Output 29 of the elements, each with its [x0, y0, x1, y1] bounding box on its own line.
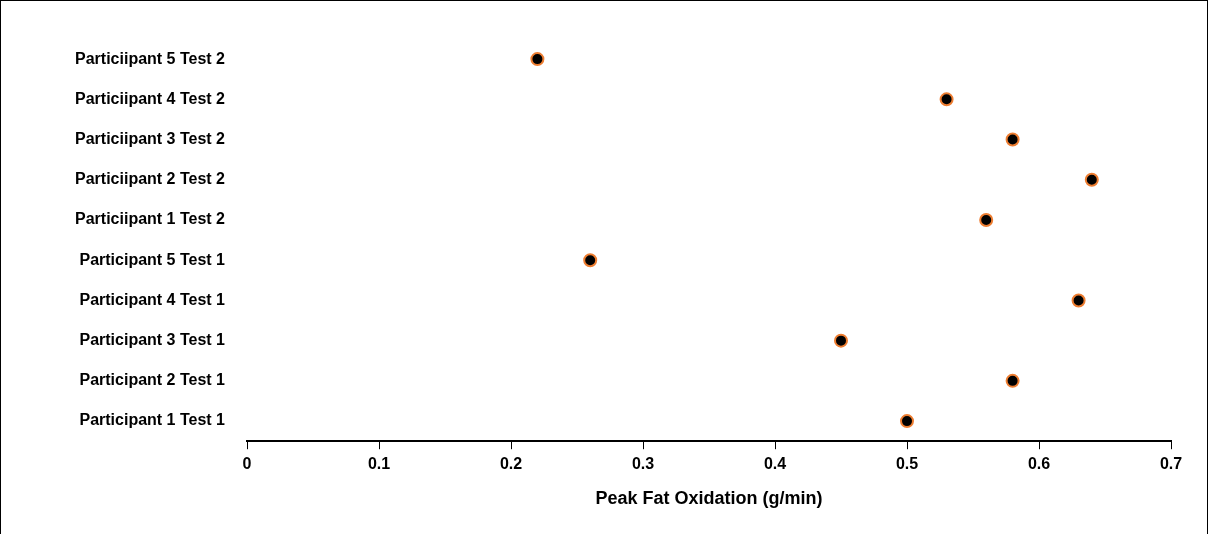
y-tick-label: Participant 1 Test 1	[79, 411, 226, 429]
point	[1005, 132, 1020, 147]
point	[979, 212, 994, 227]
y-tick-label: Participant 4 Test 1	[79, 290, 226, 308]
point	[1084, 172, 1099, 187]
y-tick-label: Particiipant 1 Test 2	[75, 210, 226, 228]
point	[939, 92, 954, 107]
x-tick-label: 0.3	[631, 455, 655, 473]
point	[900, 414, 914, 429]
y-tick-label: Participant 3 Test 1	[79, 331, 226, 349]
point	[1071, 293, 1086, 308]
point	[530, 52, 545, 67]
point	[1005, 373, 1020, 388]
point	[583, 253, 598, 268]
x-tick-label: 0.7	[1159, 455, 1183, 473]
x-tick-label: 0	[242, 455, 252, 473]
y-tick-label: Participant 5 Test 1	[79, 250, 226, 268]
x-axis-title: Peak Fat Oxidation (g/min)	[595, 488, 823, 509]
point	[834, 333, 848, 348]
y-tick-label: Particiipant 5 Test 2	[75, 49, 226, 67]
y-tick-label: Particiipant 2 Test 2	[75, 170, 226, 188]
x-tick-label: 0.1	[367, 455, 391, 473]
y-tick-label: Particiipant 4 Test 2	[75, 89, 226, 107]
y-tick-label: Particiipant 3 Test 2	[75, 129, 226, 147]
x-tick-label: 0.6	[1027, 455, 1051, 473]
y-tick-label: Participant 2 Test 1	[79, 371, 226, 389]
x-tick-label: 0.4	[763, 455, 787, 473]
x-tick-label: 0.5	[895, 455, 919, 473]
x-tick-label: 0.2	[499, 455, 523, 473]
